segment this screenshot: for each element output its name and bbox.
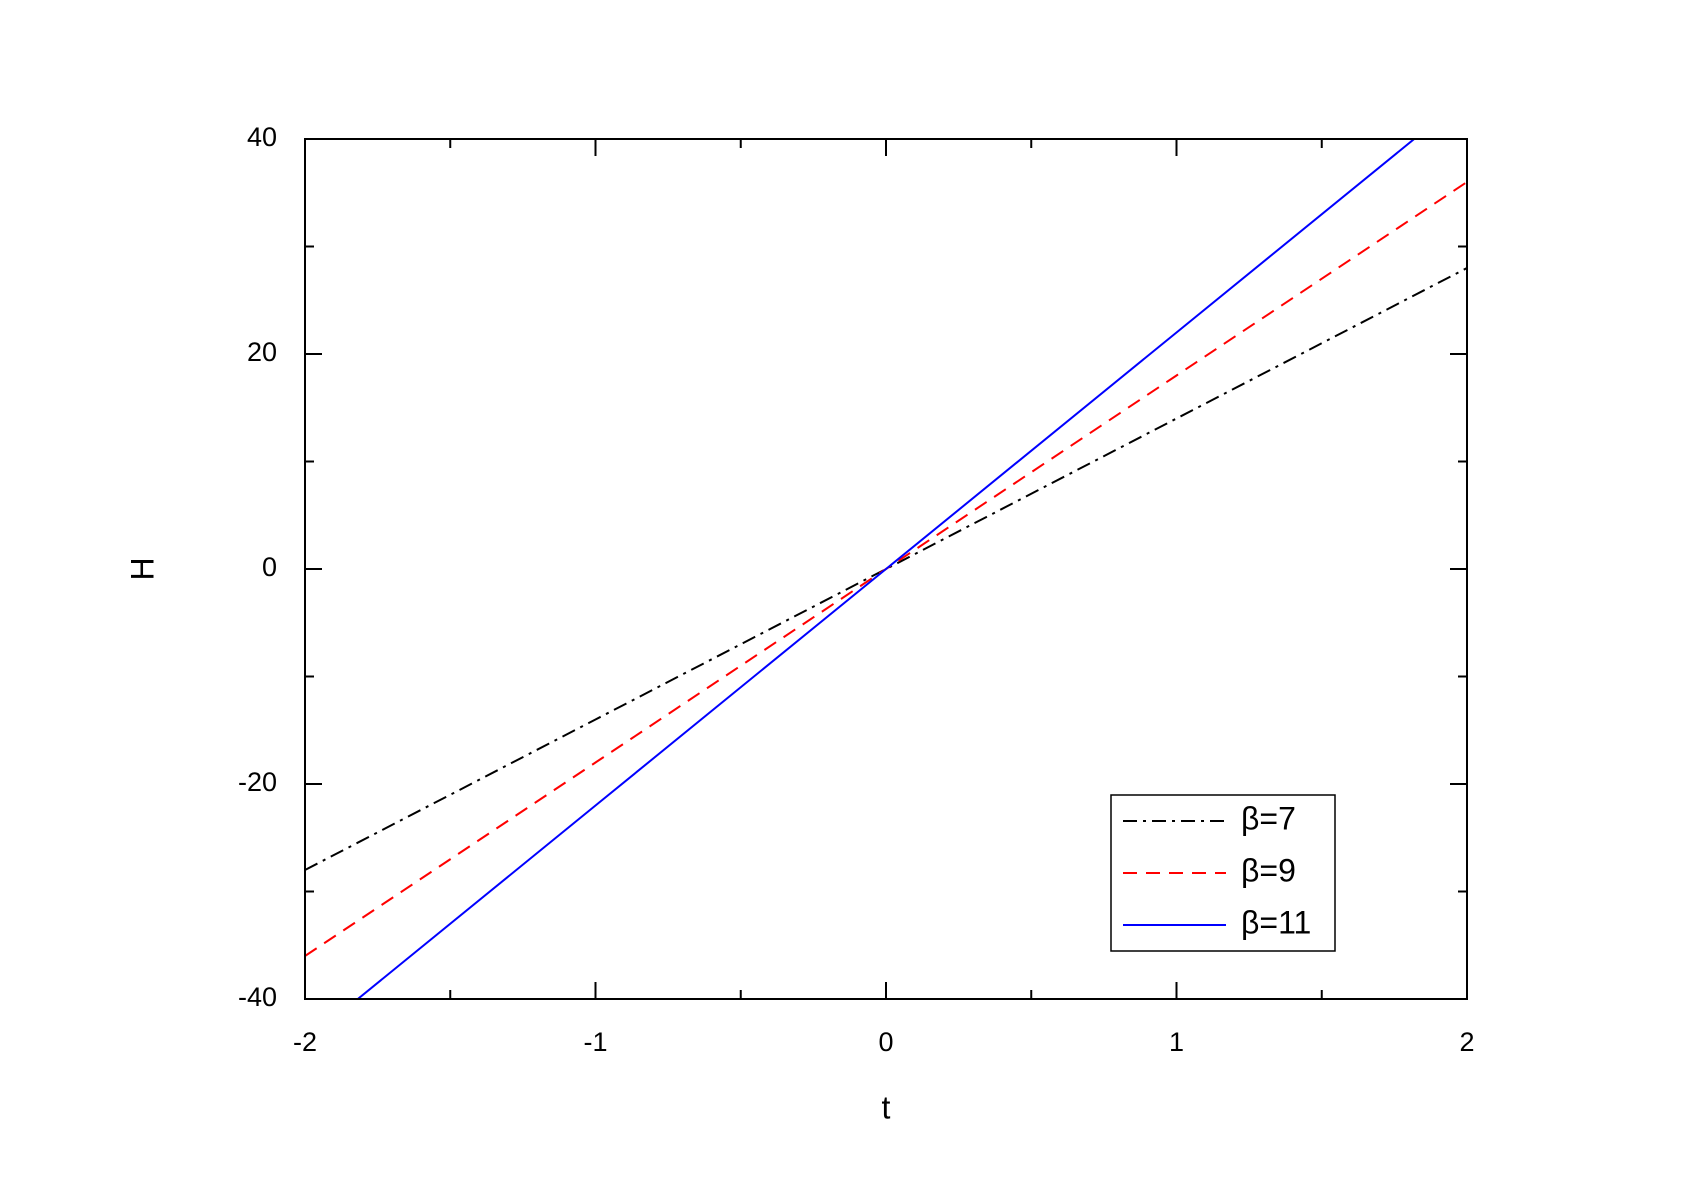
y-tick-label: 0 — [262, 552, 277, 582]
y-tick-label: 40 — [247, 122, 277, 152]
x-axis-label: t — [882, 1089, 891, 1125]
x-tick-label: -1 — [583, 1027, 607, 1057]
legend-label: β=9 — [1241, 852, 1296, 888]
x-tick-label: 2 — [1459, 1027, 1474, 1057]
x-tick-label: -2 — [293, 1027, 317, 1057]
y-axis-label: H — [124, 557, 160, 580]
legend-label: β=11 — [1241, 904, 1311, 940]
series-line — [356, 139, 1416, 999]
legend-label: β=7 — [1241, 800, 1296, 836]
y-tick-label: -40 — [238, 982, 277, 1012]
y-tick-label: -20 — [238, 767, 277, 797]
x-tick-label: 1 — [1169, 1027, 1184, 1057]
plot-frame — [304, 138, 1468, 1000]
y-tick-label: 20 — [247, 337, 277, 367]
plot-area — [305, 139, 1467, 999]
x-tick-label: 0 — [878, 1027, 893, 1057]
